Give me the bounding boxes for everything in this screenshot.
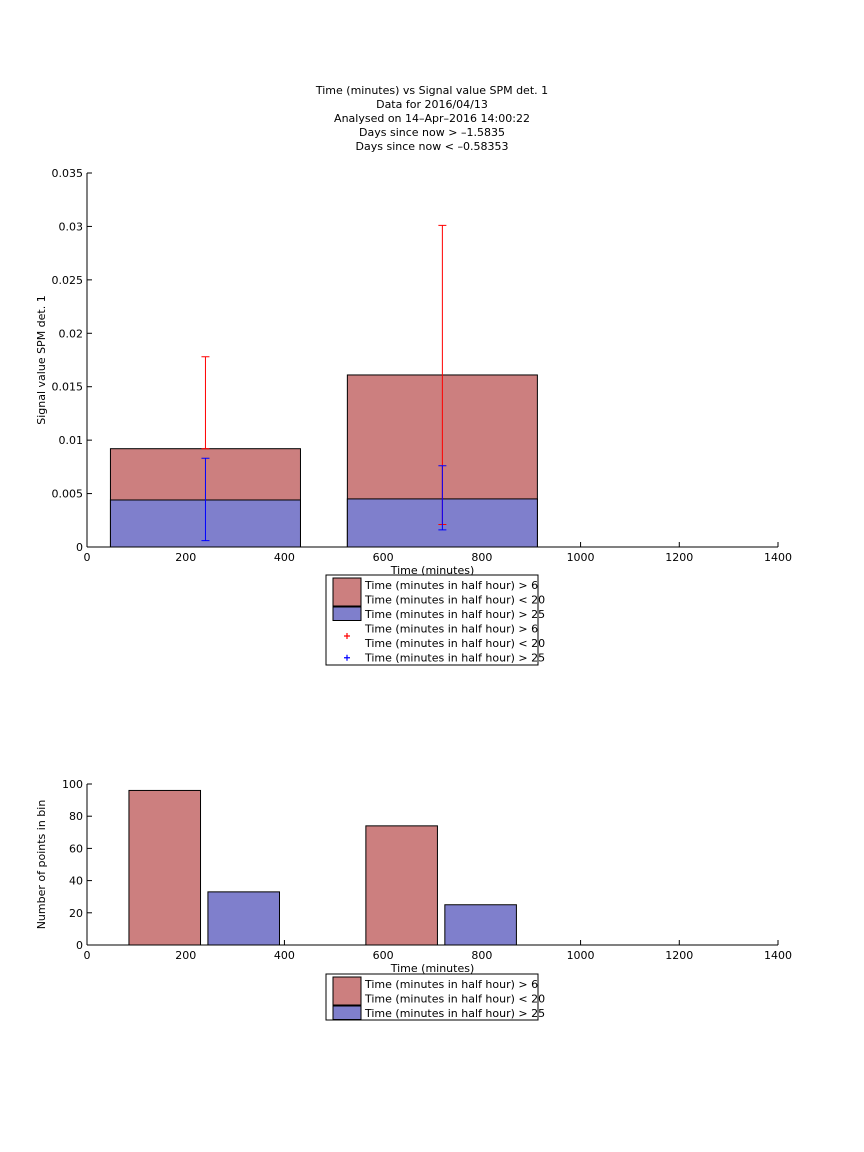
chart1-legend-label: Time (minutes in half hour) > 6: [364, 623, 538, 636]
chart1-y-tick-label: 0.035: [52, 167, 84, 180]
chart2-y-tick-label: 80: [69, 810, 83, 823]
chart2-x-tick-label: 400: [274, 949, 295, 962]
chart2-x-tick-label: 1400: [764, 949, 792, 962]
chart1-x-tick-label: 200: [175, 551, 196, 564]
chart1-y-tick-label: 0.005: [52, 488, 84, 501]
chart1-legend-marker: [344, 654, 350, 661]
chart2-legend-swatch: [332, 1005, 362, 1020]
chart2-bar-series-a: [365, 825, 438, 946]
chart1-x-tick-label: 600: [373, 551, 394, 564]
chart2-bar-series-b: [444, 904, 517, 946]
chart1-legend-swatch: [332, 577, 362, 607]
chart2-x-tick-label: 0: [84, 949, 91, 962]
chart2-y-axis-label: Number of points in bin: [35, 800, 48, 930]
chart1-x-tick-label: 1400: [764, 551, 792, 564]
chart2-y-tick-label: 0: [76, 939, 83, 952]
chart1-legend-label: Time (minutes in half hour) < 20: [364, 594, 545, 607]
chart2-legend-label: Time (minutes in half hour) > 25: [364, 1007, 545, 1020]
title-line-4: Days since now > –1.5835: [359, 126, 505, 139]
title-line-5: Days since now < –0.58353: [356, 140, 509, 153]
chart2-bar-series-a: [128, 789, 202, 946]
chart1-errorbar-series-b: [438, 465, 447, 531]
chart2-x-tick-label: 800: [471, 949, 492, 962]
chart1-y-tick-label: 0.015: [52, 381, 84, 394]
chart2-y-tick-label: 100: [62, 778, 83, 791]
chart1-y-tick-label: 0.02: [59, 327, 84, 340]
count-chart: 0 200 400 600 800 1000 1200 1400 0 20 40 60 80 100 Tim…: [35, 778, 792, 1021]
chart1-legend-label: Time (minutes in half hour) > 25: [364, 608, 545, 621]
chart1-x-tick-label: 400: [274, 551, 295, 564]
chart2-legend-swatch: [332, 976, 362, 1006]
chart2-y-tick-label: 60: [69, 842, 83, 855]
chart2-x-tick-label: 600: [373, 949, 394, 962]
title-line-1: Time (minutes) vs Signal value SPM det. …: [315, 84, 548, 97]
chart1-x-tick-label: 1000: [567, 551, 595, 564]
chart2-y-tick-label: 20: [69, 907, 83, 920]
chart1-legend-label: Time (minutes in half hour) > 25: [364, 652, 545, 665]
chart1-legend-label: Time (minutes in half hour) > 6: [364, 579, 538, 592]
chart1-errorbar-series-b: [201, 457, 210, 542]
title-line-3: Analysed on 14–Apr–2016 14:00:22: [334, 112, 530, 125]
chart2-legend-label: Time (minutes in half hour) < 20: [364, 993, 545, 1006]
chart2-x-tick-label: 1200: [665, 949, 693, 962]
chart1-legend-swatch: [332, 606, 362, 621]
chart1-legend-label: Time (minutes in half hour) < 20: [364, 637, 545, 650]
chart1-legend-marker: [344, 633, 350, 639]
chart1-y-axis-label: Signal value SPM det. 1: [35, 295, 48, 425]
chart1-y-tick-label: 0: [76, 541, 83, 554]
chart2-bar-series-b: [207, 891, 280, 946]
chart1-x-axis-label: Time (minutes): [390, 564, 475, 577]
chart1-x-tick-label: 0: [84, 551, 91, 564]
chart1-errorbar-series-a: [201, 356, 210, 450]
chart2-y-tick-label: 40: [69, 875, 83, 888]
chart2-legend-label: Time (minutes in half hour) > 6: [364, 978, 538, 991]
chart1-y-tick-label: 0.01: [59, 434, 84, 447]
chart1-x-tick-label: 1200: [665, 551, 693, 564]
title-line-2: Data for 2016/04/13: [376, 98, 488, 111]
chart2-x-tick-label: 1000: [567, 949, 595, 962]
chart1-y-tick-label: 0.025: [52, 274, 84, 287]
signal-chart: 0 200 400 600 800 1000 1200 1400 0 0.005 0.01 0.015…: [35, 167, 792, 666]
chart1-x-tick-label: 800: [471, 551, 492, 564]
chart-title: Time (minutes) vs Signal value SPM det. …: [315, 84, 548, 153]
chart1-y-tick-label: 0.03: [59, 220, 84, 233]
chart2-x-axis-label: Time (minutes): [390, 962, 475, 975]
chart2-x-tick-label: 200: [175, 949, 196, 962]
